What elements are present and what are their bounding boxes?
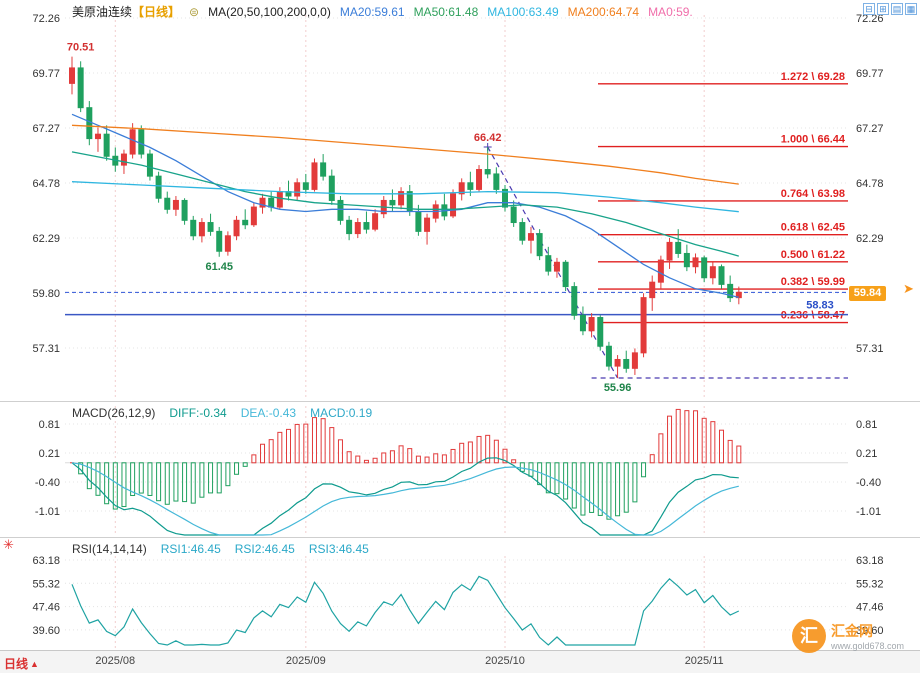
rsi-header: RSI(14,14,14) RSI1:46.45 RSI2:46.45 RSI3… [72, 542, 369, 556]
ma-line-MA200 [71, 124, 739, 185]
fib-level-label: 0.618 \ 62.45 [781, 222, 845, 234]
annotations-layer: 70.51 61.45 66.42 55.96 58.83 [67, 42, 834, 394]
ma-line-MA50 [71, 151, 739, 257]
y-axis-label: 69.77 [32, 68, 60, 80]
y-axis-label: 67.27 [32, 123, 60, 135]
y-axis-label: 55.32 [856, 578, 884, 590]
fib-level-label: 1.272 \ 69.28 [781, 71, 845, 83]
macd-title: MACD(26,12,9) [72, 406, 156, 420]
fib-level-label: 1.000 \ 66.44 [781, 134, 846, 146]
y-axis-label: 39.60 [856, 625, 884, 637]
y-axis-label: 67.27 [856, 123, 884, 135]
y-axis-label: 0.21 [39, 448, 60, 460]
layout-grid-icon[interactable]: ▦ [905, 3, 917, 15]
y-axis-label: 59.80 [32, 288, 60, 300]
rsi-title: RSI(14,14,14) [72, 542, 147, 556]
layout-rows-icon[interactable]: ▤ [891, 3, 903, 15]
ma200-value-label: MA200:64.74 [567, 4, 640, 19]
macd-dea-label: DEA:-0.43 [240, 406, 297, 420]
price-annotation: 58.83 [806, 300, 834, 312]
ma-settings-label: MA(20,50,100,200,0,0) [208, 4, 331, 19]
ma20-value-label: MA20:59.61 [339, 4, 405, 19]
y-axis-label: 64.78 [32, 178, 60, 190]
x-axis-label: 2025/09 [285, 655, 326, 667]
watermark-logo: 汇 汇金网 www.gold678.com [792, 619, 904, 653]
latest-bar-arrow-icon[interactable]: ➤ [903, 281, 914, 296]
layout-split-icon[interactable]: ⊞ [877, 3, 889, 15]
y-axis-label: -1.01 [35, 506, 60, 518]
symbol-name: 美原油连续 [72, 5, 133, 19]
period-selector[interactable]: 日线 ▲ [4, 655, 39, 672]
x-axis-label: 2025/10 [485, 655, 525, 667]
ma0-value-label: MA0:59. [648, 4, 693, 19]
y-axis-label: 69.77 [856, 68, 884, 80]
ma50-value-label: MA50:61.48 [413, 4, 479, 19]
current-price-badge: 59.84 [849, 286, 886, 301]
moving-averages-layer [71, 113, 739, 299]
rsi-layer [71, 575, 740, 646]
y-axis-label: -1.01 [856, 506, 881, 518]
y-axis-label: -0.40 [35, 477, 60, 489]
price-annotation: 70.51 [67, 42, 95, 54]
y-axis-label: -0.40 [856, 477, 881, 489]
indicator-settings-icon[interactable]: ⊜ [189, 4, 200, 19]
ma100-value-label: MA100:63.49 [487, 4, 559, 19]
y-axis-label: 63.18 [856, 555, 884, 567]
brand-url: www.gold678.com [831, 641, 905, 651]
y-axis-label: 55.32 [32, 578, 60, 590]
layout-single-icon[interactable]: ⊟ [863, 3, 875, 15]
macd-header: MACD(26,12,9) DIFF:-0.34 DEA:-0.43 MACD:… [72, 406, 372, 420]
layout-toolbar: ⊟ ⊞ ▤ ▦ [863, 3, 917, 15]
dropdown-arrow-icon: ▲ [30, 658, 39, 669]
y-axis-label: 62.29 [32, 233, 60, 245]
y-axis-label: 47.46 [32, 602, 60, 614]
candles-layer [69, 56, 742, 379]
y-axis-label: 57.31 [856, 343, 884, 355]
pane-separators [0, 401, 920, 538]
period-tag: 【日线】 [132, 5, 181, 19]
period-selector-label: 日线 [4, 657, 29, 671]
chart-header: 美原油连续 【日线】 ⊜ MA(20,50,100,200,0,0) MA20:… [72, 3, 693, 20]
ma-line-MA100 [71, 181, 739, 213]
macd-value-label: MACD:0.19 [310, 406, 373, 420]
y-axis-label: 62.29 [856, 233, 884, 245]
price-annotation: 55.96 [604, 382, 632, 394]
brand-logo-icon: 汇 [792, 619, 826, 653]
time-axis-bar: 日线 ▲ 2025/08 2025/09 2025/10 2025/11 [0, 650, 920, 673]
y-axis-label: 64.78 [856, 178, 884, 190]
x-axis-label: 2025/11 [684, 655, 724, 667]
y-axis-label: 72.26 [856, 13, 884, 25]
x-axis-label: 2025/08 [95, 655, 136, 667]
rsi1-label: RSI1:46.45 [160, 542, 221, 556]
y-axis-label: 0.21 [856, 448, 877, 460]
price-annotation: 61.45 [205, 261, 233, 273]
macd-layer [65, 408, 848, 536]
y-axis-label: 0.81 [856, 419, 877, 431]
fib-level-label: 0.382 \ 59.99 [781, 276, 845, 288]
fib-level-label: 0.764 \ 63.98 [781, 188, 845, 200]
y-axis-label: 47.46 [856, 602, 884, 614]
rsi2-label: RSI2:46.45 [234, 542, 295, 556]
macd-diff-label: DIFF:-0.34 [169, 406, 227, 420]
y-axis-label: 0.81 [39, 419, 60, 431]
y-axis-label: 63.18 [32, 555, 60, 567]
y-axis-label: 39.60 [32, 625, 60, 637]
ma-line-MA20 [71, 113, 739, 299]
price-lines-layer [65, 142, 848, 379]
y-axis-label: 57.31 [32, 343, 60, 355]
fib-level-label: 0.236 \ 58.47 [781, 310, 845, 322]
brand-name: 汇金网 [831, 623, 873, 639]
fib-level-label: 0.500 \ 61.22 [781, 249, 845, 261]
price-annotation: 66.42 [474, 132, 502, 144]
axis-labels-layer: 72.26 72.26 69.77 69.77 67.27 67.27 64.78 64.78… [32, 13, 883, 637]
rsi3-label: RSI3:46.45 [308, 542, 369, 556]
y-axis-label: 72.26 [32, 13, 60, 25]
indicator-star-icon[interactable]: ✳ [3, 537, 14, 552]
